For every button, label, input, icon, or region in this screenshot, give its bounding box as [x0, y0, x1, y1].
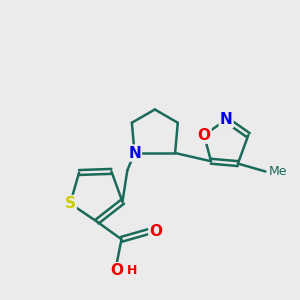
Text: O: O	[110, 263, 123, 278]
Text: N: N	[220, 112, 233, 127]
Text: N: N	[128, 146, 141, 160]
Text: Me: Me	[268, 165, 287, 178]
Text: O: O	[149, 224, 162, 239]
Text: H: H	[126, 264, 137, 277]
Text: O: O	[197, 128, 211, 142]
Text: S: S	[65, 196, 76, 211]
